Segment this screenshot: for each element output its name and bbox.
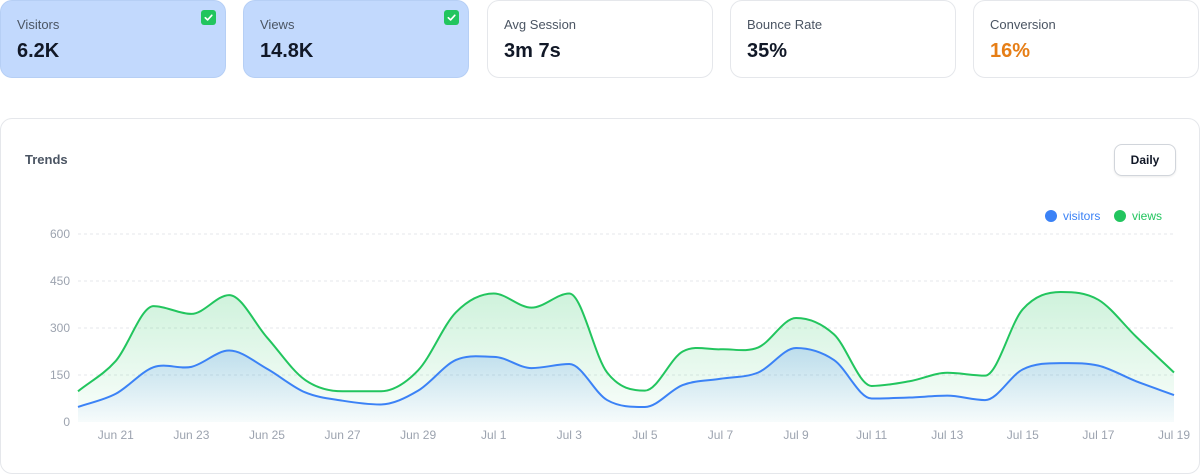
- x-tick-label: Jul 17: [1082, 428, 1114, 442]
- x-tick-label: Jul 9: [783, 428, 809, 442]
- x-tick-label: Jun 27: [325, 428, 361, 442]
- y-tick-label: 0: [63, 415, 70, 429]
- checkbox-checked-icon[interactable]: [201, 10, 216, 25]
- stat-card-views[interactable]: Views 14.8K: [243, 0, 469, 78]
- stat-value: 3m 7s: [504, 40, 561, 62]
- x-tick-label: Jun 29: [400, 428, 436, 442]
- y-tick-label: 150: [50, 368, 70, 382]
- y-tick-label: 300: [50, 321, 70, 335]
- x-tick-label: Jun 25: [249, 428, 285, 442]
- x-tick-label: Jun 21: [98, 428, 134, 442]
- stat-card-avg-session[interactable]: Avg Session 3m 7s: [487, 0, 713, 78]
- legend-visitors-label: visitors: [1063, 209, 1100, 223]
- stat-value: 14.8K: [260, 40, 314, 62]
- checkbox-checked-icon[interactable]: [444, 10, 459, 25]
- x-tick-label: Jul 11: [856, 428, 887, 442]
- x-tick-label: Jul 15: [1007, 428, 1039, 442]
- x-tick-label: Jul 5: [632, 428, 658, 442]
- trends-chart: 0 150 300 450 600 Jun 21 Jun 23 Jun 25 Jun 27 Jun…: [50, 209, 1190, 442]
- stat-value: 35%: [747, 40, 788, 62]
- stat-label: Views: [260, 17, 295, 32]
- x-tick-label: Jul 3: [557, 428, 583, 442]
- trends-chart-card: 0 150 300 450 600 Jun 21 Jun 23 Jun 25 Jun 27 Jun…: [0, 118, 1200, 474]
- legend-visitors-dot: [1045, 210, 1057, 222]
- stat-value: 6.2K: [17, 40, 60, 62]
- interval-select-button[interactable]: Daily: [1114, 144, 1176, 176]
- x-tick-label: Jul 1: [481, 428, 507, 442]
- stat-label: Bounce Rate: [747, 17, 823, 32]
- y-tick-label: 450: [50, 274, 70, 288]
- chart-title: Trends: [25, 152, 68, 167]
- stat-card-conversion[interactable]: Conversion 16%: [973, 0, 1199, 78]
- visitors-line: [77, 347, 1175, 408]
- stat-label: Avg Session: [504, 17, 577, 32]
- stat-card-visitors[interactable]: Visitors 6.2K: [0, 0, 226, 78]
- views-line: [77, 290, 1175, 393]
- stat-label: Visitors: [17, 17, 60, 32]
- stat-card-bounce-rate[interactable]: Bounce Rate 35%: [730, 0, 956, 78]
- views-area: [78, 291, 1174, 422]
- legend-views-dot: [1114, 210, 1126, 222]
- y-tick-label: 600: [50, 227, 70, 241]
- visitors-area: [78, 348, 1174, 422]
- stat-value: 16%: [990, 40, 1031, 62]
- x-tick-label: Jun 23: [173, 428, 209, 442]
- stat-label: Conversion: [990, 17, 1056, 32]
- x-tick-label: Jul 7: [708, 428, 734, 442]
- x-tick-label: Jul 19: [1158, 428, 1190, 442]
- x-tick-label: Jul 13: [931, 428, 963, 442]
- legend-views-label: views: [1132, 209, 1162, 223]
